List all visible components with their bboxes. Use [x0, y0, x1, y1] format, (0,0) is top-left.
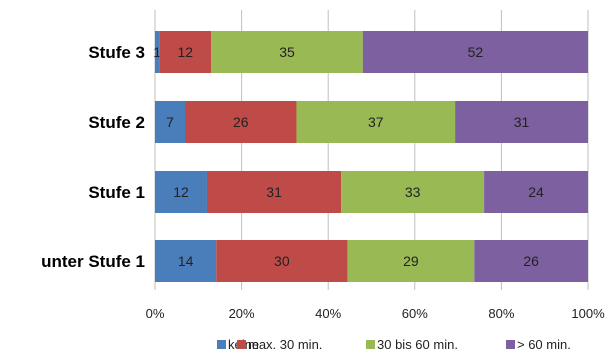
x-tick-label: 20%	[229, 306, 255, 321]
bar-segment	[185, 101, 297, 143]
x-tick-label: 0%	[146, 306, 165, 321]
legend-swatch	[217, 340, 226, 349]
bar-data-label: 31	[514, 114, 530, 130]
bar-data-label: 33	[405, 184, 421, 200]
bar-segment	[159, 31, 212, 73]
x-tick-label: 80%	[488, 306, 514, 321]
bar-data-label: 14	[178, 253, 194, 269]
bar-segment	[216, 240, 348, 282]
category-label: Stufe 3	[88, 43, 145, 62]
legend: keinemax. 30 min.30 bis 60 min.> 60 min.	[217, 337, 571, 352]
bar-data-label: 12	[173, 184, 189, 200]
x-tick-label: 100%	[571, 306, 605, 321]
legend-label: > 60 min.	[517, 337, 571, 352]
bar-data-label: 24	[528, 184, 544, 200]
bar-segment	[296, 101, 456, 143]
bar-segment	[341, 171, 485, 213]
bar-data-label: 35	[279, 44, 295, 60]
category-label: Stufe 1	[88, 183, 145, 202]
bar-segment	[155, 31, 160, 73]
bar-data-label: 30	[274, 253, 290, 269]
bar-data-label: 26	[523, 253, 539, 269]
bar-data-label: 29	[403, 253, 419, 269]
bar-data-label: 37	[368, 114, 384, 130]
bar-segment	[347, 240, 475, 282]
bar-segment	[362, 31, 588, 73]
bar-data-label: 12	[178, 44, 194, 60]
x-tick-label: 40%	[315, 306, 341, 321]
legend-label: 30 bis 60 min.	[377, 337, 458, 352]
bar-data-label: 1	[153, 44, 161, 60]
category-label: unter Stufe 1	[41, 252, 145, 271]
bar-data-label: 31	[266, 184, 282, 200]
bar-data-label: 52	[468, 44, 484, 60]
legend-swatch	[506, 340, 515, 349]
bar-segment	[474, 240, 588, 282]
bar-segment	[484, 171, 588, 213]
bar-segment	[155, 240, 217, 282]
bar-data-label: 26	[233, 114, 249, 130]
category-label: Stufe 2	[88, 113, 145, 132]
bar-segment	[155, 171, 207, 213]
legend-swatch	[366, 340, 375, 349]
category-labels: Stufe 3 Stufe 2 Stufe 1 unter Stufe 1	[41, 43, 145, 271]
legend-label: max. 30 min.	[248, 337, 322, 352]
x-axis-ticks: 0% 20% 40% 60% 80% 100%	[146, 306, 605, 321]
bar-segment	[455, 101, 588, 143]
bar-segment	[211, 31, 363, 73]
bar-segment	[155, 101, 186, 143]
x-tick-label: 60%	[402, 306, 428, 321]
bar-segment	[206, 171, 342, 213]
bar-data-label: 7	[166, 114, 174, 130]
bars: 1 12 35 52 7 26 37 31 12 31 33 24 14 30 29 26	[153, 31, 588, 282]
legend-swatch	[237, 340, 246, 349]
